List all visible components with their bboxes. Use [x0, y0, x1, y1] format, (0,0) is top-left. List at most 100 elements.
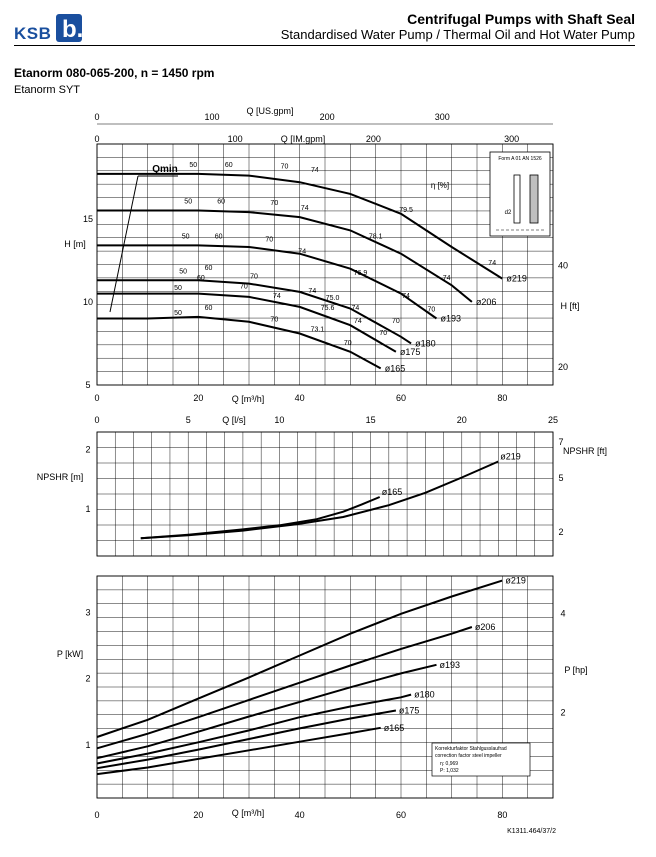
- y-tick-label-head: 5: [85, 380, 90, 390]
- correction-eta: η: 0,969: [440, 761, 458, 767]
- efficiency-label: 50: [184, 198, 192, 205]
- power-curve: [96, 579, 503, 738]
- page-title: Centrifugal Pumps with Shaft Seal: [407, 11, 635, 27]
- x-tick-label-power: 60: [396, 810, 406, 820]
- correction-line-1: Korrekturfaktor Stahlgusslaufrad: [435, 746, 507, 752]
- efficiency-label: 74: [354, 318, 362, 325]
- efficiency-label: 74: [273, 293, 281, 300]
- head-curve-label: ø175: [400, 347, 421, 357]
- head-curve: [97, 172, 503, 280]
- x-tick-label-head: 60: [396, 393, 406, 403]
- npsh-curve-label: ø165: [382, 487, 403, 497]
- eta-axis-label: η [%]: [431, 181, 449, 190]
- impeller-dim-label: d2: [505, 210, 512, 216]
- efficiency-label: 74: [308, 288, 316, 295]
- correction-power: P: 1,032: [440, 768, 459, 774]
- efficiency-label: 70: [428, 307, 436, 314]
- x-tick-label-npsh: 25: [548, 415, 558, 425]
- brand-mark: b.: [62, 16, 84, 43]
- efficiency-label: 74: [298, 248, 306, 255]
- npsh-curve-label: ø219: [500, 452, 521, 462]
- efficiency-label: 70: [270, 200, 278, 207]
- power-curve-label: ø193: [439, 660, 460, 670]
- im-gpm-tick: 300: [504, 134, 519, 144]
- y-right-axis-label-head: H [ft]: [560, 301, 579, 311]
- us-gpm-tick: 200: [320, 112, 335, 122]
- efficiency-label: 60: [205, 305, 213, 312]
- pump-model: Etanorm 080-065-200, n = 1450 rpm: [14, 66, 215, 80]
- us-gpm-tick: 100: [205, 112, 220, 122]
- efficiency-label: 60: [205, 265, 213, 272]
- header-rule: [14, 45, 635, 46]
- y-tick-label-npsh: 1: [85, 504, 90, 514]
- head-curve-label: ø165: [385, 363, 406, 373]
- plot-frame: [96, 143, 554, 386]
- head-curve: [97, 244, 438, 320]
- y-axis-label-power: P [kW]: [57, 649, 83, 659]
- y-right-tick-label-power: 2: [560, 707, 565, 717]
- power-curve-label: ø206: [475, 622, 496, 632]
- efficiency-label: 70: [281, 164, 289, 171]
- im-gpm-tick: 100: [228, 134, 243, 144]
- efficiency-label: 60: [197, 275, 205, 282]
- us-gpm-tick: 0: [94, 112, 99, 122]
- impeller-blade: [529, 174, 539, 224]
- power-curve: [96, 726, 381, 776]
- y-right-tick-label-npsh: 5: [558, 473, 563, 483]
- impeller-inset-label: Form A 01 AN 1526: [498, 156, 542, 162]
- efficiency-label: 73.1: [311, 326, 325, 333]
- y-right-tick-label-npsh: 7: [558, 437, 563, 447]
- efficiency-label: 50: [179, 268, 187, 275]
- y-axis-label-head: H [m]: [64, 239, 86, 249]
- power-curve: [96, 709, 397, 770]
- y-right-tick-label-head: 40: [558, 260, 568, 270]
- page-subtitle: Standardised Water Pump / Thermal Oil an…: [280, 27, 635, 42]
- y-right-tick-label-head: 20: [558, 362, 568, 372]
- efficiency-label: 60: [217, 198, 225, 205]
- efficiency-label: 75.0: [326, 295, 340, 302]
- efficiency-label: 70: [344, 340, 352, 347]
- x-tick-label-npsh: 10: [274, 415, 284, 425]
- y-right-tick-label-npsh: 2: [558, 527, 563, 537]
- npsh-curve: [140, 460, 499, 540]
- head-curve-label: ø219: [506, 274, 527, 284]
- efficiency-label: 74: [311, 167, 319, 174]
- brand-name: KSB: [14, 24, 52, 43]
- x-tick-label-head: 80: [497, 393, 507, 403]
- efficiency-label: 50: [174, 285, 182, 292]
- brand-mark-box: [56, 14, 82, 42]
- y-axis-label-npsh: NPSHR [m]: [37, 472, 84, 482]
- efficiency-label: 70: [270, 317, 278, 324]
- head-curve: [97, 292, 397, 353]
- efficiency-label: 76.9: [354, 270, 368, 277]
- efficiency-label: 78.1: [369, 233, 383, 240]
- efficiency-label: 50: [182, 233, 190, 240]
- power-curve-label: ø165: [384, 723, 405, 733]
- y-tick-label-power: 3: [85, 607, 90, 617]
- x-tick-label-npsh: 15: [366, 415, 376, 425]
- ksb-logo: KSB b.: [14, 14, 84, 46]
- qmin-label: Qmin: [152, 164, 178, 175]
- head-curve-label: ø193: [440, 314, 461, 324]
- y-tick-label-power: 2: [85, 674, 90, 684]
- power-curve: [96, 626, 473, 750]
- efficiency-label: 70: [250, 273, 258, 280]
- power-curve: [96, 693, 412, 765]
- efficiency-label: 75.6: [321, 305, 335, 312]
- qmin-line: [109, 175, 139, 313]
- efficiency-label: 79.5: [399, 207, 413, 214]
- efficiency-label: 70: [379, 330, 387, 337]
- plot-frame: [96, 431, 554, 557]
- x-tick-label-npsh: 5: [186, 415, 191, 425]
- im-gpm-axis-label: Q [IM.gpm]: [281, 134, 326, 144]
- x-tick-label-power: 0: [94, 810, 99, 820]
- y-tick-label-power: 1: [85, 740, 90, 750]
- power-curve-label: ø180: [414, 690, 435, 700]
- efficiency-label: 74: [301, 205, 309, 212]
- x-tick-label-head: 40: [295, 393, 305, 403]
- efficiency-label: 70: [240, 283, 248, 290]
- x-tick-label-power: 40: [295, 810, 305, 820]
- pump-series: Etanorm SYT: [14, 84, 81, 96]
- x-tick-label-power: 80: [497, 810, 507, 820]
- x-axis-label-power: Q [m³/h]: [232, 808, 265, 818]
